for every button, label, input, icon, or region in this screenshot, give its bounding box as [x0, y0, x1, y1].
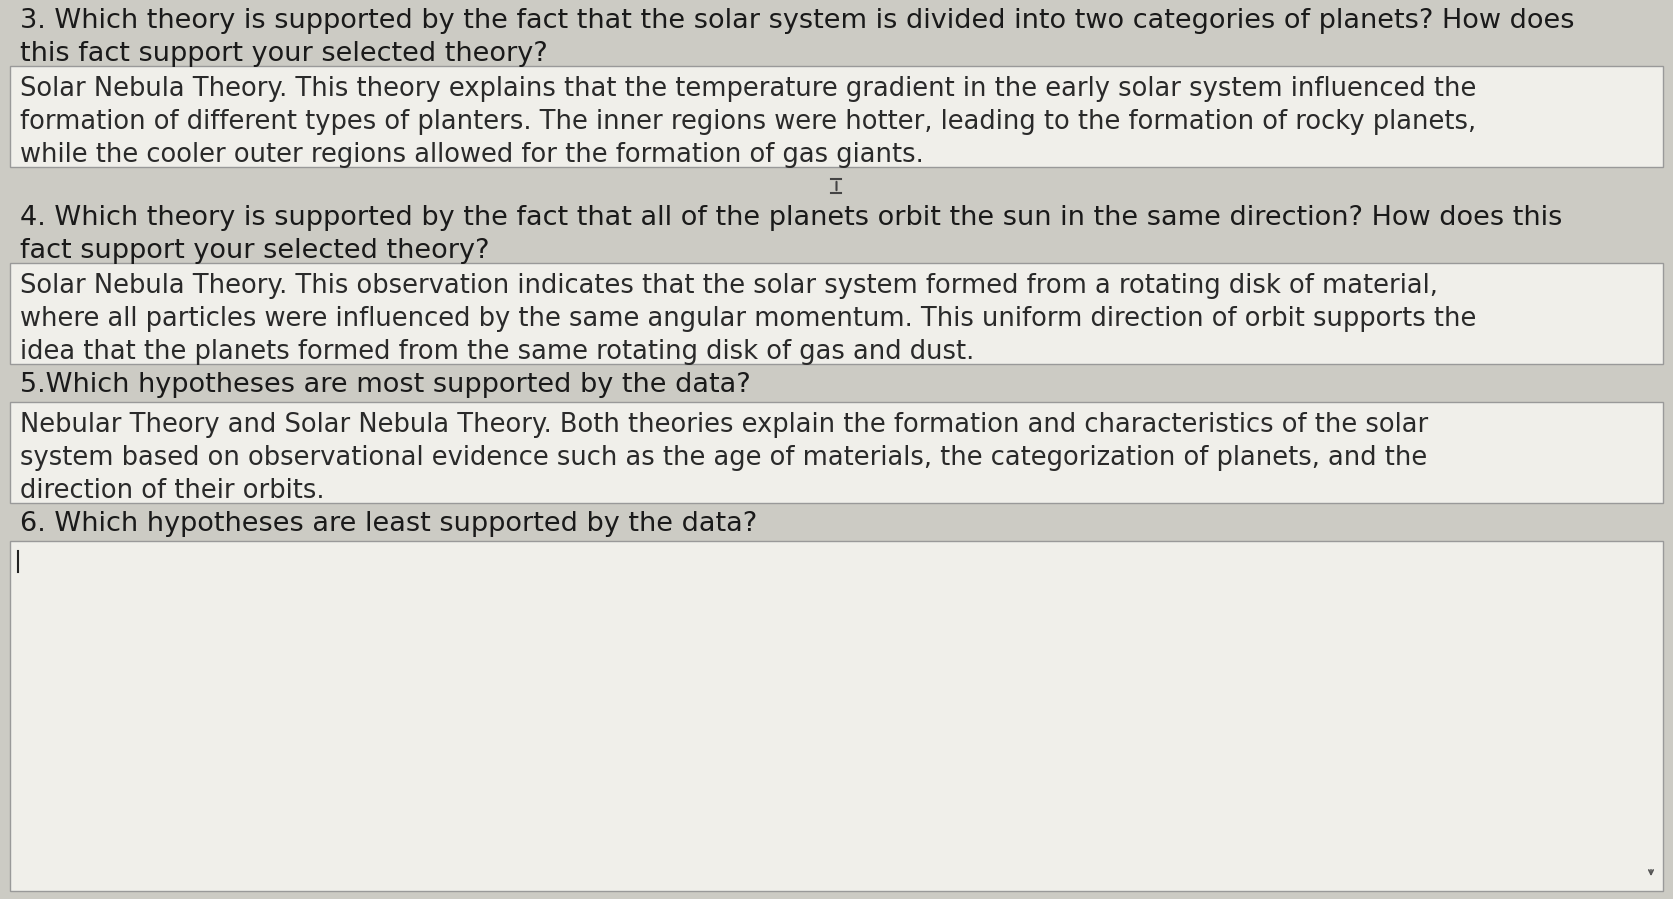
Text: 3. Which theory is supported by the fact that the solar system is divided into t: 3. Which theory is supported by the fact…: [20, 8, 1574, 67]
Text: Solar Nebula Theory. This theory explains that the temperature gradient in the e: Solar Nebula Theory. This theory explain…: [20, 76, 1476, 168]
FancyBboxPatch shape: [10, 66, 1663, 167]
Text: 4. Which theory is supported by the fact that all of the planets orbit the sun i: 4. Which theory is supported by the fact…: [20, 205, 1563, 264]
FancyBboxPatch shape: [10, 263, 1663, 364]
FancyBboxPatch shape: [10, 402, 1663, 503]
Text: 5.Which hypotheses are most supported by the data?: 5.Which hypotheses are most supported by…: [20, 372, 751, 398]
Text: 6. Which hypotheses are least supported by the data?: 6. Which hypotheses are least supported …: [20, 511, 758, 537]
FancyBboxPatch shape: [10, 541, 1663, 891]
Text: Solar Nebula Theory. This observation indicates that the solar system formed fro: Solar Nebula Theory. This observation in…: [20, 273, 1476, 365]
Text: Nebular Theory and Solar Nebula Theory. Both theories explain the formation and : Nebular Theory and Solar Nebula Theory. …: [20, 412, 1429, 504]
